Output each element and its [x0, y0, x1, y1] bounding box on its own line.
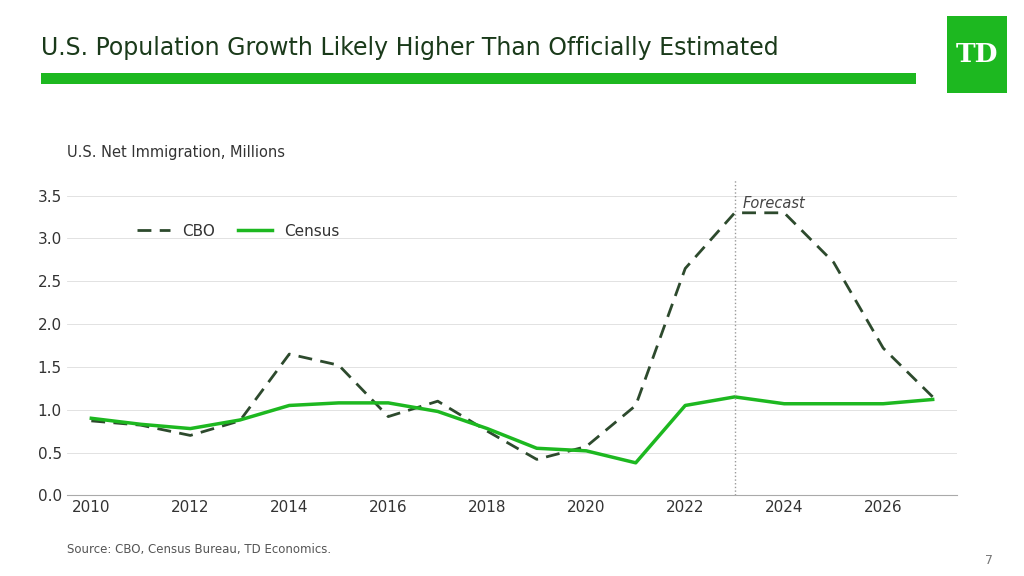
Text: TD: TD: [955, 42, 998, 67]
Text: Source: CBO, Census Bureau, TD Economics.: Source: CBO, Census Bureau, TD Economics…: [67, 543, 331, 556]
Text: U.S. Net Immigration, Millions: U.S. Net Immigration, Millions: [67, 145, 285, 160]
Text: Forecast: Forecast: [742, 196, 805, 211]
Text: 7: 7: [985, 555, 993, 567]
Legend: CBO, Census: CBO, Census: [136, 224, 339, 239]
Text: U.S. Population Growth Likely Higher Than Officially Estimated: U.S. Population Growth Likely Higher Tha…: [41, 36, 778, 60]
